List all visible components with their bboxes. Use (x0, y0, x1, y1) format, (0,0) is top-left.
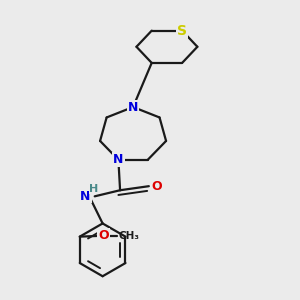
Text: CH₃: CH₃ (119, 231, 140, 241)
Text: H: H (82, 190, 91, 201)
Text: N: N (80, 190, 90, 203)
Text: H: H (89, 184, 99, 194)
Text: N: N (113, 153, 124, 166)
Text: O: O (98, 229, 109, 242)
Text: N: N (81, 189, 92, 202)
Text: S: S (177, 24, 187, 38)
Text: N: N (128, 100, 138, 113)
Text: O: O (151, 180, 162, 193)
